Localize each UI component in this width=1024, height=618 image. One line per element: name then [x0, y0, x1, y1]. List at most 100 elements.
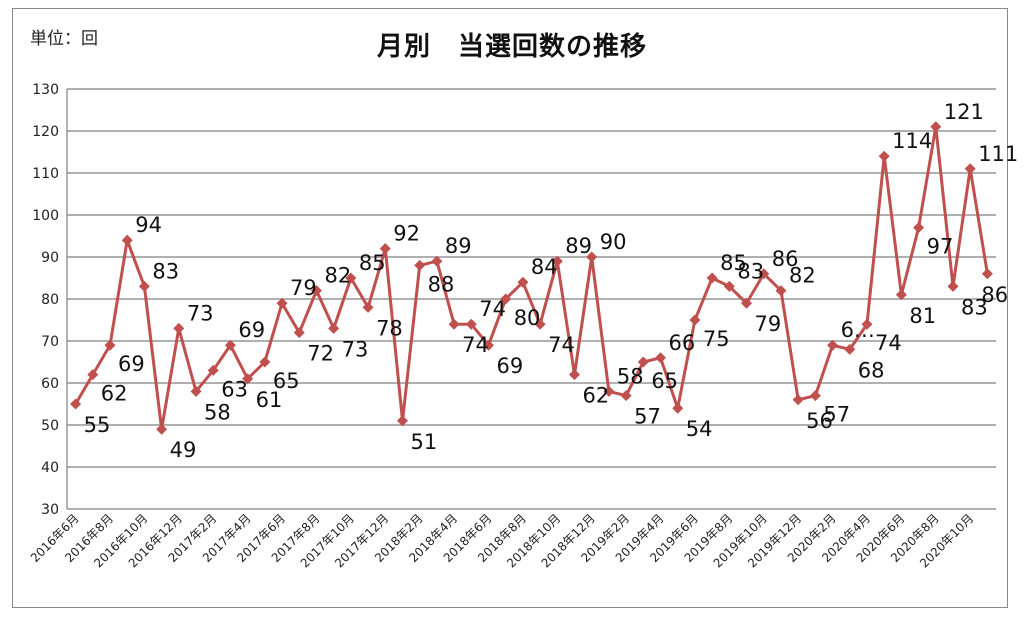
data-label: 65: [273, 369, 300, 393]
data-label: 74: [875, 331, 902, 355]
data-point: [844, 343, 856, 355]
y-tick-label: 120: [32, 124, 59, 140]
data-label: 74: [479, 297, 506, 321]
data-point: [362, 301, 374, 313]
data-label: 86: [772, 247, 799, 271]
data-point: [448, 318, 460, 330]
y-tick-label: 90: [41, 250, 59, 266]
data-point: [913, 222, 925, 234]
data-point: [276, 297, 288, 309]
data-point: [121, 234, 133, 246]
data-label: 49: [170, 438, 197, 462]
data-point: [586, 251, 598, 263]
data-label: 54: [686, 417, 713, 441]
data-point: [310, 285, 322, 297]
data-point: [293, 327, 305, 339]
data-label: 79: [290, 276, 317, 300]
data-label: 74: [462, 333, 489, 357]
data-label: 83: [152, 259, 179, 283]
data-label: 83: [961, 295, 988, 319]
data-label: 6…: [841, 318, 875, 342]
data-label: 83: [737, 259, 764, 283]
data-label: 68: [858, 358, 885, 382]
y-tick-label: 80: [41, 292, 59, 308]
y-tick-label: 110: [32, 166, 59, 182]
data-point: [947, 280, 959, 292]
data-point: [259, 356, 271, 368]
data-point: [741, 297, 753, 309]
data-point: [569, 369, 581, 381]
data-point: [964, 163, 976, 175]
data-markers: [70, 121, 993, 435]
data-point: [672, 402, 684, 414]
data-label: 111: [978, 142, 1018, 166]
chart-frame: [12, 8, 1008, 608]
y-tick-label: 60: [41, 376, 59, 392]
data-label: 84: [531, 255, 558, 279]
data-label: 57: [634, 405, 661, 429]
data-point: [242, 373, 254, 385]
data-point: [637, 356, 649, 368]
data-label: 90: [600, 230, 627, 254]
chart-title: 月別 当選回数の推移: [376, 32, 647, 62]
y-tick-label: 50: [41, 418, 59, 434]
gridlines: [66, 88, 996, 510]
data-label: 82: [789, 264, 816, 288]
data-point: [431, 255, 443, 267]
data-point: [190, 385, 202, 397]
x-axis-ticks: 2016年6月2016年8月2016年10月2016年12月2017年2月201…: [28, 511, 976, 570]
y-tick-label: 70: [41, 334, 59, 350]
y-tick-label: 40: [41, 460, 59, 476]
data-point: [878, 150, 890, 162]
data-label: 73: [187, 301, 214, 325]
data-point: [465, 318, 477, 330]
data-label: 89: [565, 234, 592, 258]
data-point: [758, 268, 770, 280]
data-label: 80: [514, 306, 541, 330]
data-label: 85: [359, 251, 386, 275]
data-point: [603, 385, 615, 397]
data-point: [207, 364, 219, 376]
data-label: 63: [221, 377, 248, 401]
data-point: [534, 318, 546, 330]
data-label: 69: [496, 354, 523, 378]
data-point: [620, 390, 632, 402]
data-labels: 5562699483497358636961657972827385789251…: [84, 100, 1019, 462]
y-axis-ticks: 30 40 50 60 70 80 90 100 110 120 130: [32, 82, 59, 518]
data-label: 78: [376, 316, 403, 340]
data-point: [87, 369, 99, 381]
data-point: [396, 415, 408, 427]
data-point: [723, 280, 735, 292]
data-point: [809, 390, 821, 402]
data-point: [173, 322, 185, 334]
data-point: [706, 272, 718, 284]
data-label: 82: [324, 264, 351, 288]
data-label: 61: [256, 388, 283, 412]
data-point: [689, 314, 701, 326]
data-point: [792, 394, 804, 406]
data-label: 69: [118, 352, 145, 376]
data-label: 88: [428, 272, 455, 296]
data-label: 89: [445, 234, 472, 258]
data-label: 57: [823, 403, 850, 427]
data-point: [482, 339, 494, 351]
data-label: 62: [583, 384, 610, 408]
data-label: 73: [342, 337, 369, 361]
data-label: 97: [927, 235, 954, 259]
unit-label: 単位：回: [30, 29, 98, 49]
data-point: [138, 280, 150, 292]
data-label: 94: [135, 213, 162, 237]
data-point: [551, 255, 563, 267]
data-label: 56: [806, 409, 833, 433]
data-label: 58: [204, 400, 231, 424]
y-tick-label: 100: [32, 208, 59, 224]
data-point: [328, 322, 340, 334]
data-point: [156, 423, 168, 435]
data-label: 79: [755, 312, 782, 336]
data-label: 81: [909, 304, 936, 328]
data-point: [981, 268, 993, 280]
data-label: 85: [720, 251, 747, 275]
data-label: 62: [101, 382, 128, 406]
data-point: [414, 259, 426, 271]
